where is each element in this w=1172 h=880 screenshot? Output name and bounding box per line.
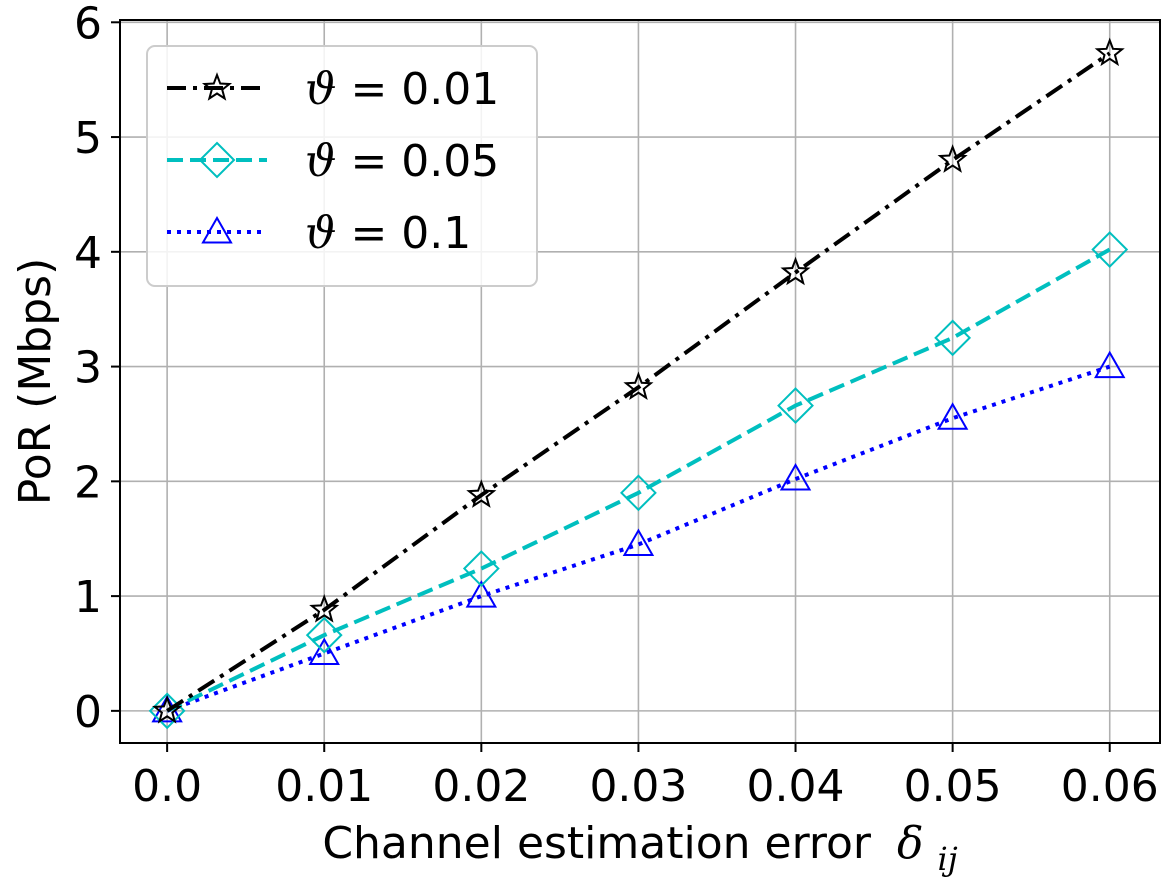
- y-tick-label: 5: [74, 113, 102, 164]
- data-point: [152, 695, 183, 724]
- data-point: [623, 371, 654, 401]
- series-line: [166, 247, 1111, 713]
- series-1: [152, 37, 1125, 724]
- legend-value: = 0.1: [336, 208, 471, 259]
- x-tick-label: 0.03: [589, 761, 687, 812]
- data-point: [308, 637, 340, 665]
- legend-value: = 0.05: [336, 136, 499, 187]
- data-point: [620, 474, 657, 512]
- legend-marker: [201, 72, 233, 101]
- data-point: [936, 402, 969, 430]
- y-tick-label: 1: [74, 572, 102, 623]
- x-tick-label: 0.06: [1061, 761, 1159, 812]
- data-point: [780, 256, 811, 286]
- data-point: [934, 319, 972, 357]
- legend-marker: [198, 141, 236, 179]
- axis-ticks: 0.0 0.01 0.02 0.03 0.04 0.05 0.06 0 1 2 3 4 5 6: [74, 0, 1159, 812]
- x-axis-label-symbol: δ: [897, 818, 924, 869]
- legend-symbol: ϑ: [305, 64, 336, 115]
- legend-entry: ϑ = 0.1: [167, 208, 471, 259]
- legend-entry: ϑ = 0.01: [167, 64, 499, 115]
- legend-label: ϑ = 0.05: [305, 136, 499, 187]
- y-tick-label: 6: [74, 0, 102, 49]
- legend-box: [146, 45, 538, 287]
- x-axis-label-subscript: ij: [938, 840, 958, 878]
- data-point: [1091, 231, 1129, 268]
- y-tick-label: 3: [74, 343, 102, 394]
- series-group: [148, 37, 1129, 730]
- legend-label: ϑ = 0.1: [305, 208, 471, 259]
- x-tick-label: 0.05: [904, 761, 1002, 812]
- y-tick-label: 2: [74, 457, 102, 508]
- legend: ϑ = 0.01ϑ = 0.05ϑ = 0.1: [146, 45, 538, 287]
- data-point: [779, 463, 812, 491]
- x-tick-label: 0.01: [275, 761, 373, 812]
- legend-label: ϑ = 0.01: [305, 64, 499, 115]
- series-3: [151, 350, 1126, 723]
- y-axis-label: PoR (Mbps): [10, 258, 61, 506]
- legend-symbol: ϑ: [305, 136, 336, 187]
- x-axis-label: Channel estimation error δ ij: [322, 818, 957, 878]
- data-point: [777, 387, 814, 425]
- data-point: [466, 479, 497, 508]
- data-point: [309, 594, 340, 623]
- x-tick-label: 0.0: [132, 761, 202, 812]
- legend-value: = 0.01: [336, 64, 499, 115]
- series-line: [166, 51, 1111, 713]
- plot-frame: [119, 19, 1161, 744]
- y-tick-label: 0: [74, 687, 102, 738]
- legend-symbol: ϑ: [305, 208, 336, 259]
- data-point: [465, 580, 498, 608]
- data-point: [1094, 37, 1125, 67]
- x-tick-label: 0.02: [432, 761, 530, 812]
- x-axis-label-text: Channel estimation error: [322, 818, 872, 869]
- data-point: [1094, 350, 1126, 379]
- legend-entry: ϑ = 0.05: [167, 136, 499, 187]
- legend-marker: [201, 215, 233, 244]
- y-tick-label: 4: [74, 228, 102, 279]
- data-point: [305, 616, 343, 654]
- data-point: [462, 550, 500, 587]
- x-tick-label: 0.04: [747, 761, 845, 812]
- data-point: [937, 144, 968, 173]
- data-point: [622, 528, 655, 556]
